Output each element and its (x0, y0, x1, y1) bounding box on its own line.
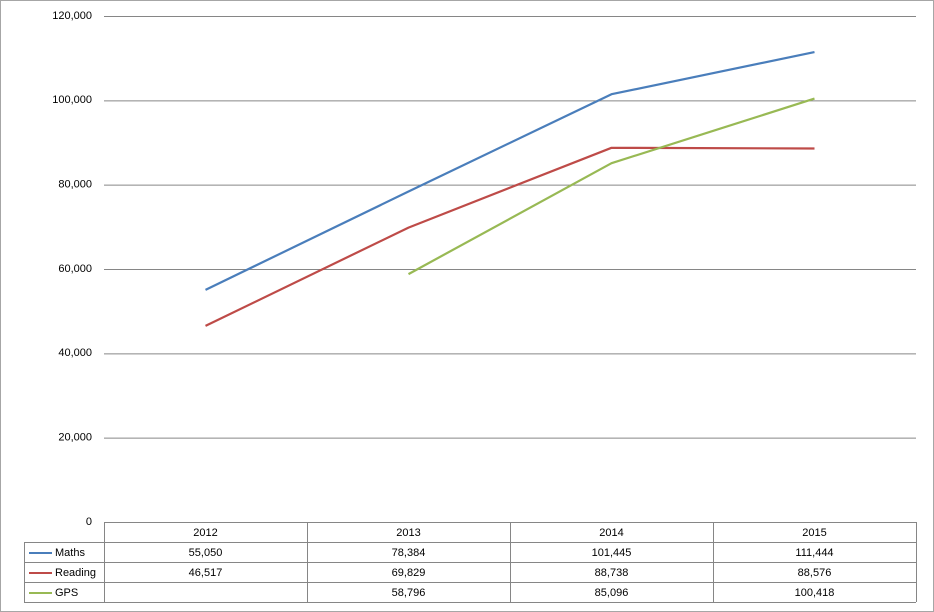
y-tick-label: 20,000 (58, 432, 92, 444)
series-line (205, 51, 815, 291)
data-table-value: 100,418 (795, 587, 835, 599)
y-tick-label: 120,000 (52, 10, 92, 22)
legend-label: Maths (55, 547, 85, 559)
data-table-value: 58,796 (392, 587, 426, 599)
data-table-value: 69,829 (392, 567, 426, 579)
data-table-value: 88,576 (798, 567, 832, 579)
y-tick-label: 0 (86, 516, 92, 528)
data-table-value: 88,738 (595, 567, 629, 579)
y-tick-label: 80,000 (58, 179, 92, 191)
series-line (407, 97, 815, 276)
x-tick-label: 2012 (193, 527, 217, 539)
legend-label: Reading (55, 567, 96, 579)
data-table-value: 111,444 (795, 547, 833, 559)
data-table-value: 101,445 (592, 547, 632, 559)
legend-label: GPS (55, 587, 78, 599)
x-tick-label: 2013 (396, 527, 420, 539)
y-tick-label: 60,000 (58, 263, 92, 275)
y-tick-label: 40,000 (58, 347, 92, 359)
data-table-value: 46,517 (189, 567, 223, 579)
x-tick-label: 2015 (802, 527, 826, 539)
data-table-value: 78,384 (392, 547, 426, 559)
data-table-value: 85,096 (595, 587, 629, 599)
data-table-value: 55,050 (189, 547, 223, 559)
x-tick-label: 2014 (599, 527, 623, 539)
y-tick-label: 100,000 (52, 94, 92, 106)
series-line (205, 146, 815, 327)
